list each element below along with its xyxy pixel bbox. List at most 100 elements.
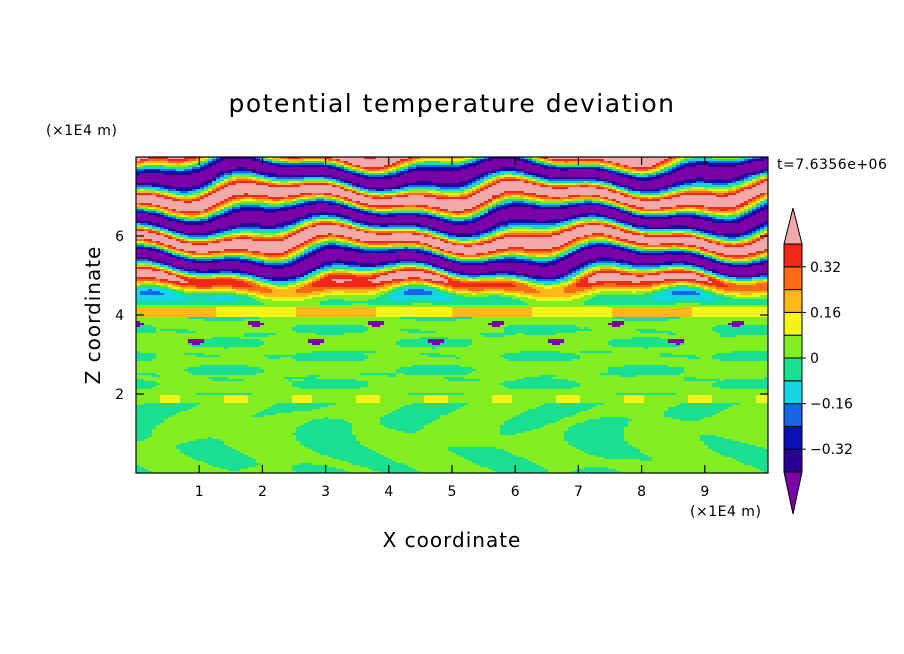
field-cell xyxy=(404,195,408,197)
field-cell xyxy=(612,189,616,191)
field-cell xyxy=(464,177,468,179)
field-cell xyxy=(320,219,324,221)
field-cell xyxy=(312,177,316,179)
field-cell xyxy=(268,207,272,209)
field-cell xyxy=(288,179,292,181)
field-cell xyxy=(392,175,396,177)
field-cell xyxy=(468,175,472,177)
field-cell xyxy=(760,213,764,215)
field-cell xyxy=(440,197,444,199)
field-cell xyxy=(220,163,224,165)
field-cell xyxy=(168,199,172,201)
field-cell xyxy=(156,173,160,175)
field-cell xyxy=(540,213,544,215)
field-cell xyxy=(696,163,700,165)
field-cell xyxy=(240,183,244,185)
field-cell xyxy=(472,173,476,175)
field-cell xyxy=(544,181,548,183)
field-cell xyxy=(172,219,176,221)
field-cell xyxy=(636,201,640,203)
field-cell xyxy=(760,183,764,185)
field-cell xyxy=(228,171,232,173)
field-cell xyxy=(268,189,272,191)
field-cell xyxy=(544,167,548,169)
field-cell xyxy=(156,207,160,209)
field-cell xyxy=(468,169,472,171)
field-cell xyxy=(440,169,444,171)
field-cell xyxy=(272,195,276,197)
field-cell xyxy=(284,179,288,181)
field-cell xyxy=(208,207,212,209)
field-cell xyxy=(636,183,640,185)
field-cell xyxy=(412,173,416,175)
field-cell xyxy=(660,191,664,193)
field-cell xyxy=(592,165,596,167)
field-cell xyxy=(376,179,380,181)
field-cell xyxy=(760,201,764,203)
field-cell xyxy=(588,171,592,173)
field-cell xyxy=(160,205,164,207)
field-cell xyxy=(676,183,680,185)
field-cell xyxy=(232,201,236,203)
field-cell xyxy=(500,203,504,205)
field-cell xyxy=(144,191,148,193)
field-cell xyxy=(432,183,436,185)
field-cell xyxy=(568,177,572,179)
field-cell xyxy=(472,201,476,203)
field-cell xyxy=(620,191,624,193)
field-cell xyxy=(432,161,436,163)
field-cell xyxy=(448,175,452,177)
field-cell xyxy=(468,179,472,181)
field-cell xyxy=(684,187,688,189)
field-cell xyxy=(640,197,644,199)
field-cell xyxy=(560,177,564,179)
field-cell xyxy=(420,169,424,171)
field-cell xyxy=(416,195,420,197)
field-cell xyxy=(172,193,176,195)
field-cell xyxy=(432,205,436,207)
field-cell xyxy=(196,207,200,209)
field-cell xyxy=(608,167,612,169)
field-cell xyxy=(192,175,196,177)
field-cell xyxy=(164,211,168,213)
field-cell xyxy=(724,177,728,179)
field-cell xyxy=(760,203,764,205)
field-cell xyxy=(664,195,668,197)
field-cell xyxy=(620,163,624,165)
field-cell xyxy=(588,165,592,167)
field-cell xyxy=(248,179,252,181)
field-cell xyxy=(208,209,212,211)
field-cell xyxy=(528,167,532,169)
field-cell xyxy=(156,217,160,219)
field-cell xyxy=(704,173,708,175)
field-cell xyxy=(604,171,608,173)
field-cell xyxy=(596,173,600,175)
field-cell xyxy=(628,165,632,167)
field-cell xyxy=(580,165,584,167)
field-cell xyxy=(524,179,528,181)
field-cell xyxy=(560,193,564,195)
field-cell xyxy=(168,189,172,191)
field-cell xyxy=(680,181,684,183)
field-cell xyxy=(284,209,288,211)
field-cell xyxy=(352,197,356,199)
field-cell xyxy=(392,203,396,205)
field-cell xyxy=(296,191,300,193)
field-cell xyxy=(364,195,368,197)
field-cell xyxy=(656,187,660,189)
field-cell xyxy=(456,199,460,201)
field-cell xyxy=(332,199,336,201)
field-cell xyxy=(372,209,376,211)
field-cell xyxy=(568,193,572,195)
field-cell xyxy=(612,205,616,207)
field-cell xyxy=(260,195,264,197)
field-cell xyxy=(476,195,480,197)
field-cell xyxy=(140,159,144,161)
field-cell xyxy=(660,197,664,199)
field-cell xyxy=(736,203,740,205)
field-cell xyxy=(332,161,336,163)
field-cell xyxy=(168,169,172,171)
field-cell xyxy=(724,213,728,215)
field-cell xyxy=(500,207,504,209)
field-cell xyxy=(740,215,744,217)
